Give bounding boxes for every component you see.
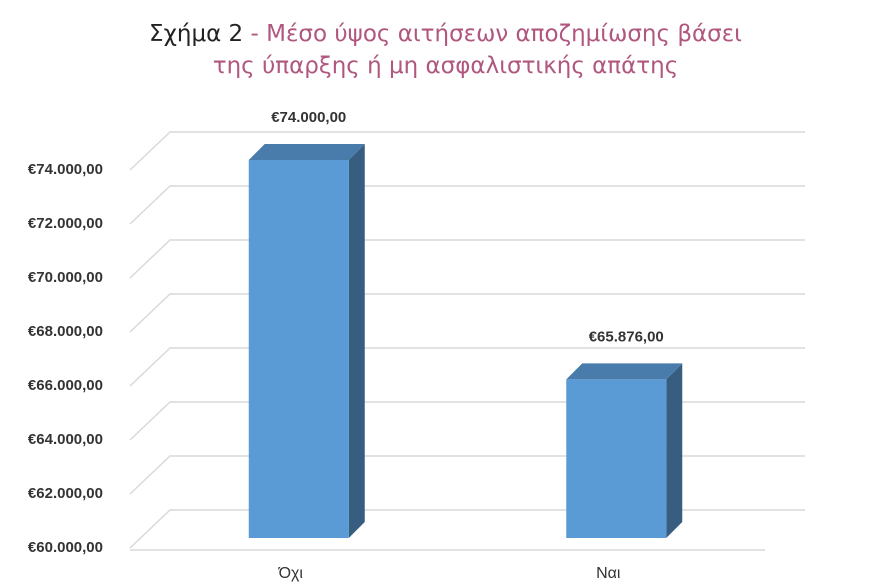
grid-line <box>129 509 805 549</box>
title-block: Σχήμα 2 - Μέσο ύψος αιτήσεων αποζημίωσης… <box>0 18 891 82</box>
x-tick-label: Όχι <box>278 565 304 582</box>
y-tick-label: €72.000,00 <box>28 215 103 232</box>
grid-line <box>129 455 805 495</box>
bar <box>248 144 365 538</box>
y-tick-label: €64.000,00 <box>28 431 103 448</box>
grid-line <box>129 239 805 279</box>
y-tick-label: €62.000,00 <box>28 485 103 502</box>
y-tick-label: €68.000,00 <box>28 323 103 340</box>
y-tick-label: €66.000,00 <box>28 377 103 394</box>
figure-label: Σχήμα 2 <box>149 21 244 47</box>
grid-line <box>129 293 805 333</box>
bar-front <box>566 379 667 538</box>
bar-front <box>248 160 349 538</box>
bar-side <box>666 363 683 538</box>
bar-top <box>248 144 365 160</box>
y-tick-label: €60.000,00 <box>28 539 103 556</box>
grid-line <box>129 401 805 441</box>
grid-line <box>129 131 805 171</box>
value-label: €65.876,00 <box>589 328 664 345</box>
bar-side <box>348 144 365 538</box>
value-label: €74.000,00 <box>271 109 346 126</box>
chart-title: της ύπαρξης ή μη ασφαλιστικής απάτης <box>212 53 679 79</box>
grid-line <box>129 185 805 225</box>
bar <box>566 363 683 538</box>
x-tick-label: Ναι <box>596 565 621 582</box>
grid-line <box>129 347 805 387</box>
title-line: Σχήμα 2 - Μέσο ύψος αιτήσεων αποζημίωσης… <box>0 18 891 50</box>
bar-top <box>566 363 683 380</box>
y-tick-label: €70.000,00 <box>28 269 103 286</box>
y-tick-label: €74.000,00 <box>28 161 103 178</box>
chart-title: - Μέσο ύψος αιτήσεων αποζημίωσης βάσει <box>250 21 742 47</box>
